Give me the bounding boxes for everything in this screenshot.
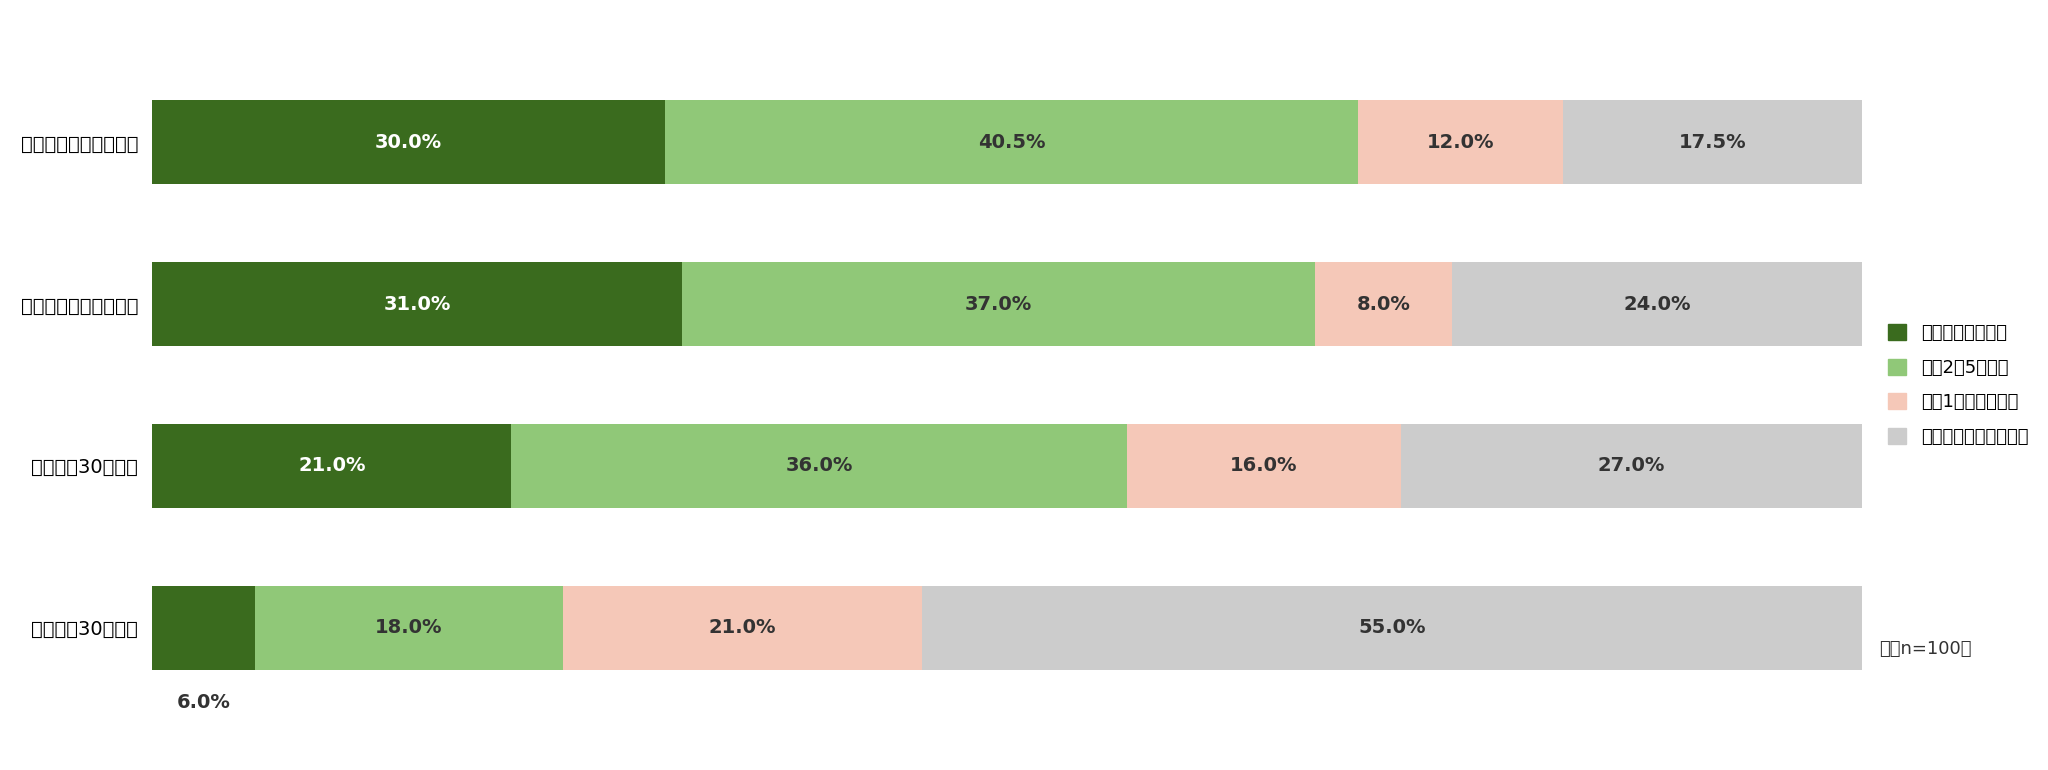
Text: 6.0%: 6.0%: [176, 694, 231, 712]
Text: 31.0%: 31.0%: [383, 295, 451, 313]
Legend: ほぼ毎日運動する, 週に2〜5日程度, 週に1日〜それ以下, 運動をまったくしない: ほぼ毎日運動する, 週に2〜5日程度, 週に1日〜それ以下, 運動をまったくしな…: [1888, 324, 2028, 446]
Bar: [682, 262, 1315, 346]
Text: 16.0%: 16.0%: [1231, 457, 1298, 475]
Bar: [666, 100, 1358, 184]
Bar: [1126, 424, 1401, 508]
Bar: [512, 424, 1126, 508]
Bar: [254, 586, 563, 670]
Bar: [1452, 262, 1862, 346]
Text: （各n=100）: （各n=100）: [1880, 640, 1972, 658]
Text: 12.0%: 12.0%: [1427, 132, 1495, 152]
Bar: [152, 100, 666, 184]
Bar: [152, 262, 682, 346]
Text: 27.0%: 27.0%: [1597, 457, 1665, 475]
Bar: [1358, 100, 1563, 184]
Text: 24.0%: 24.0%: [1624, 295, 1692, 313]
Text: 17.5%: 17.5%: [1679, 132, 1747, 152]
Text: 36.0%: 36.0%: [786, 457, 852, 475]
Bar: [152, 424, 512, 508]
Bar: [563, 586, 922, 670]
Text: 8.0%: 8.0%: [1356, 295, 1411, 313]
Text: 21.0%: 21.0%: [709, 618, 776, 638]
Text: 37.0%: 37.0%: [965, 295, 1032, 313]
Text: 55.0%: 55.0%: [1358, 618, 1425, 638]
Text: 30.0%: 30.0%: [375, 132, 442, 152]
Text: 40.5%: 40.5%: [977, 132, 1044, 152]
Bar: [1315, 262, 1452, 346]
Bar: [1563, 100, 1862, 184]
Bar: [152, 586, 254, 670]
Text: 18.0%: 18.0%: [375, 618, 442, 638]
Bar: [1401, 424, 1862, 508]
Bar: [922, 586, 1862, 670]
Text: 21.0%: 21.0%: [299, 457, 365, 475]
